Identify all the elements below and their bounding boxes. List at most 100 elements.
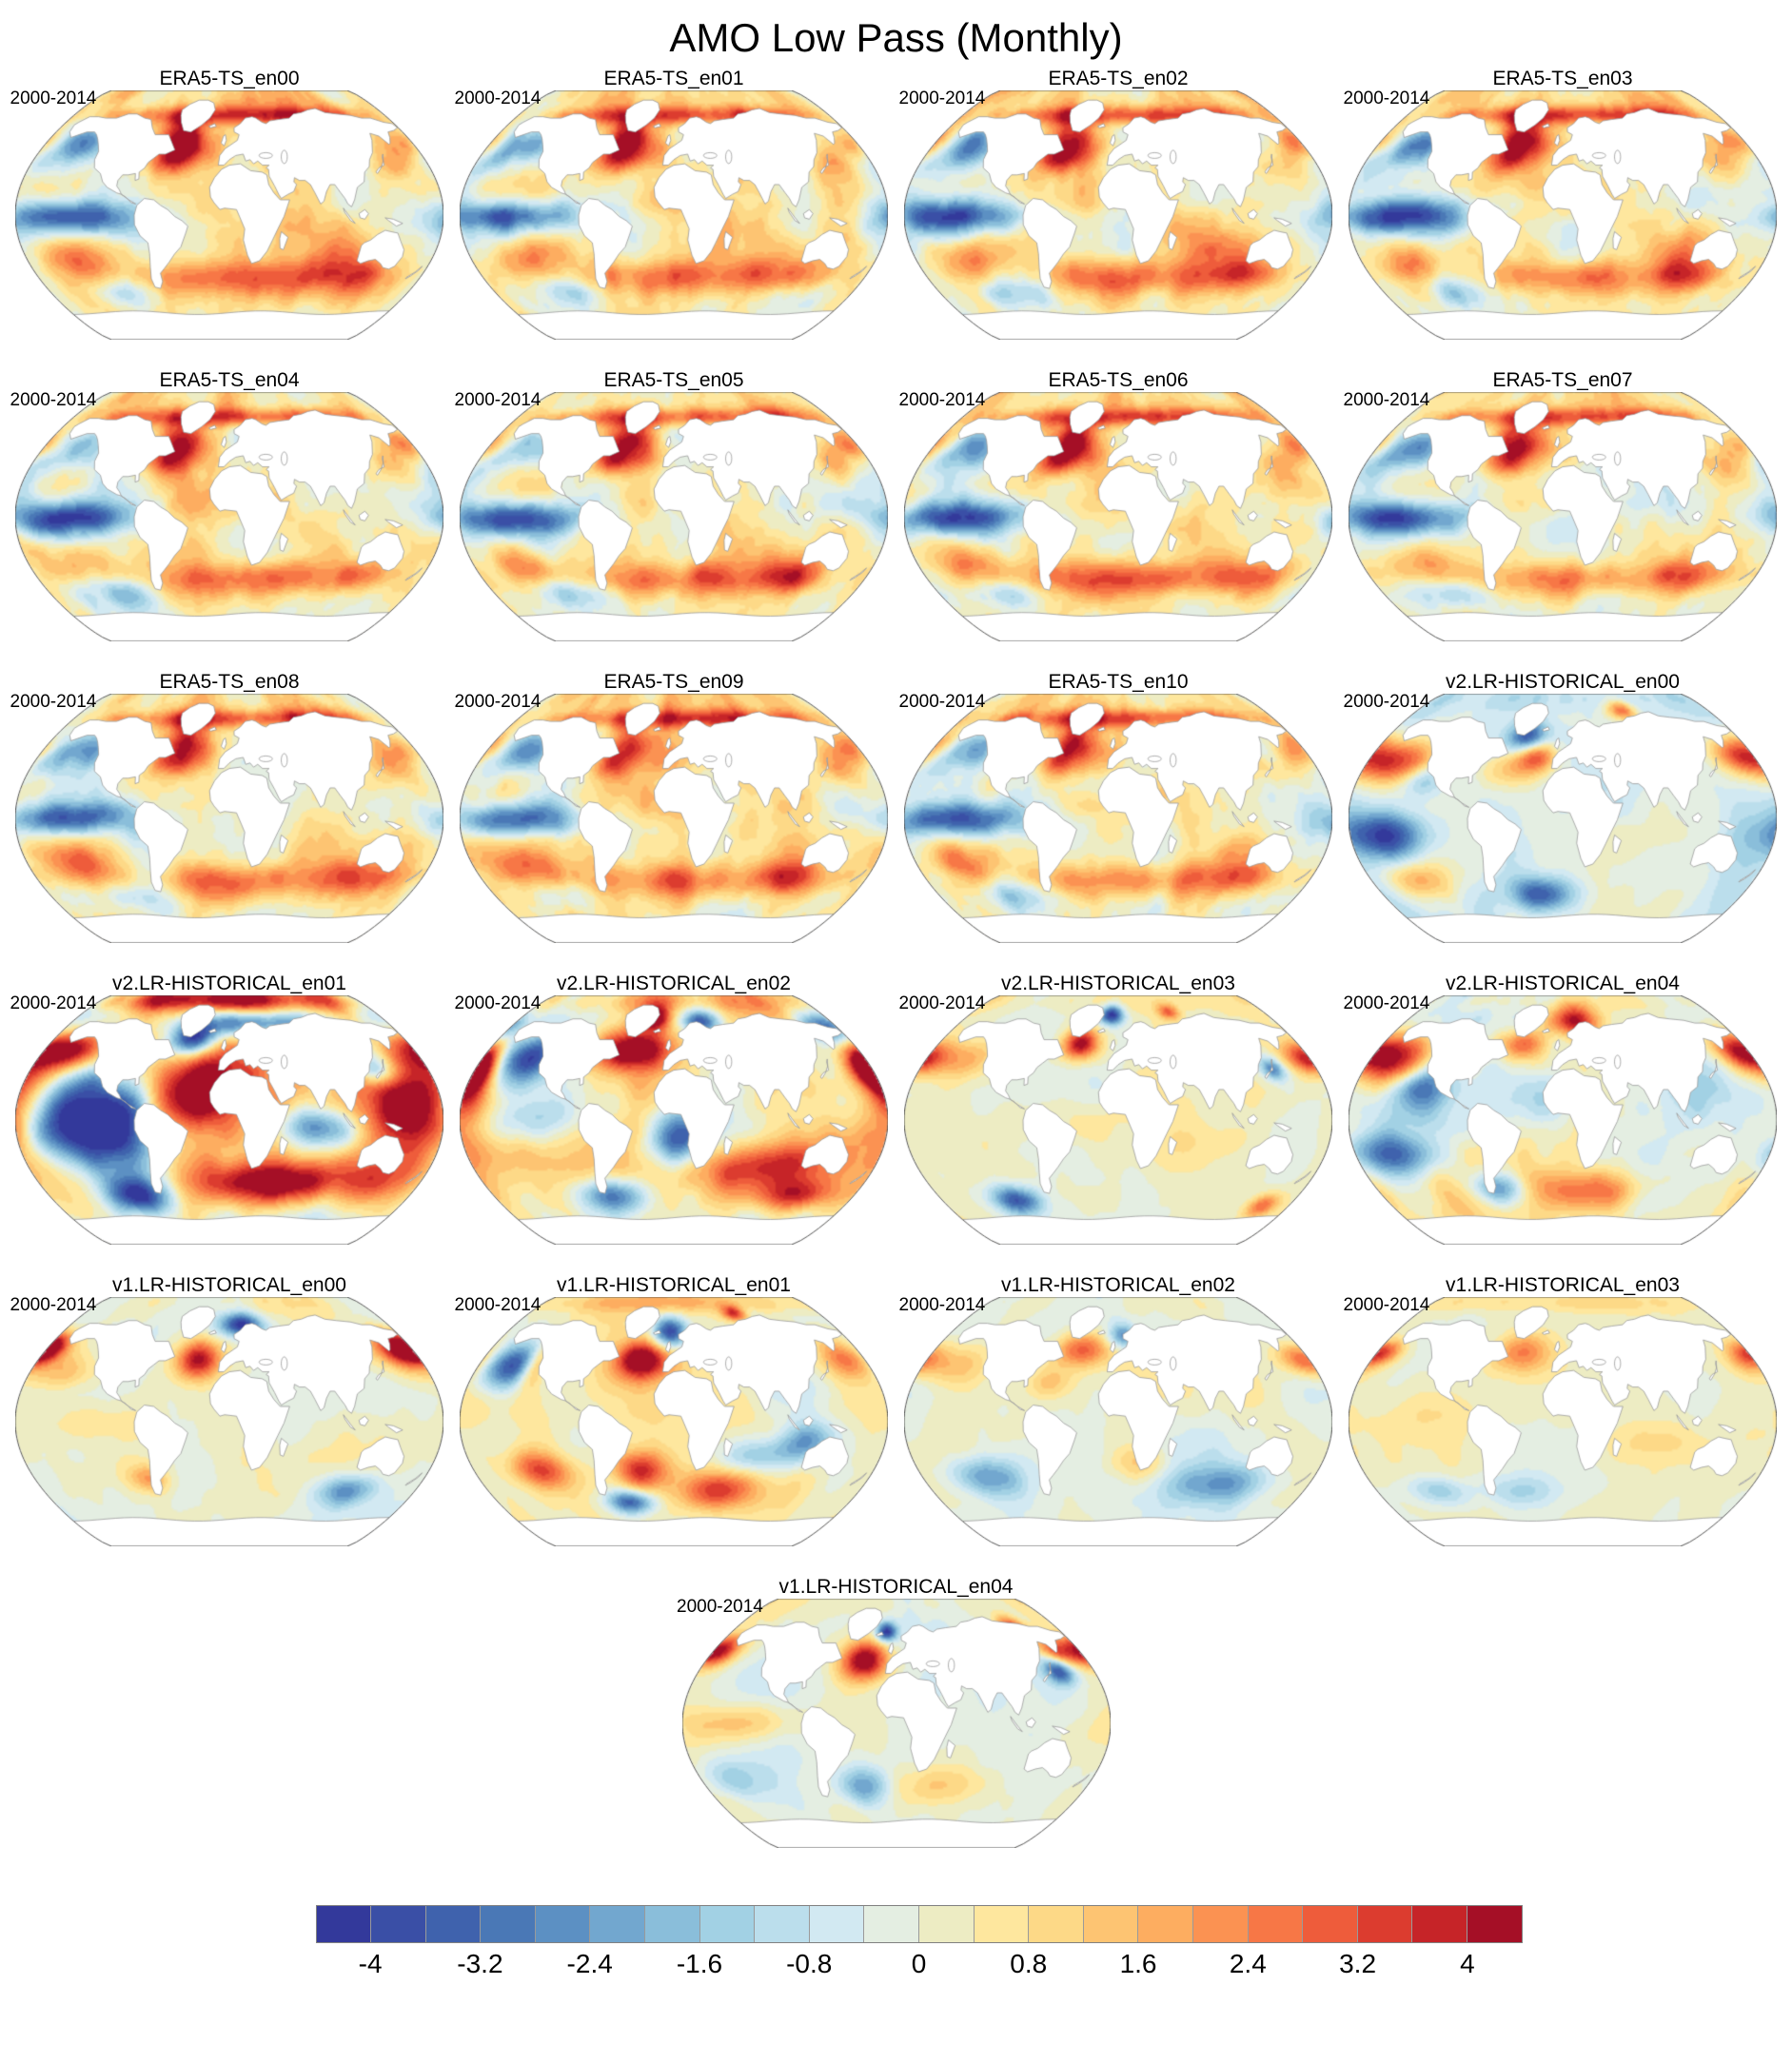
map-canvas [460, 694, 888, 943]
colorbar-segment [1192, 1906, 1248, 1942]
colorbar-tick-label: -2.4 [566, 1949, 613, 1978]
map-panel: v2.LR-HISTORICAL_en03 2000-2014 [896, 972, 1341, 1273]
colorbar-tick-label: 4 [1460, 1949, 1475, 1978]
map-panel: ERA5-TS_en09 2000-2014 [452, 670, 896, 972]
map-canvas [904, 995, 1332, 1245]
panel-title: ERA5-TS_en06 [1048, 369, 1189, 391]
colorbar-segment [534, 1906, 590, 1942]
colorbar-tick-labels: -4 -3.2 -2.4 -1.6 -0.8 0 0.8 1.6 2.4 3.2 4 [316, 1943, 1523, 1985]
panel-title: ERA5-TS_en04 [159, 369, 300, 391]
panel-title: ERA5-TS_en00 [159, 68, 300, 89]
colorbar-segment [480, 1906, 535, 1942]
panel-title: ERA5-TS_en08 [159, 671, 300, 693]
colorbar-segment [424, 1906, 481, 1942]
colorbar-segment [863, 1906, 919, 1942]
colorbar-tick-label: -0.8 [786, 1949, 833, 1978]
panel-title: v1.LR-HISTORICAL_en02 [1001, 1274, 1235, 1296]
panel-period-label: 2000-2014 [454, 1295, 542, 1315]
colorbar-segment [1466, 1906, 1522, 1942]
panel-title: v1.LR-HISTORICAL_en03 [1446, 1274, 1680, 1296]
colorbar-tick-label: 1.6 [1119, 1949, 1157, 1978]
map-canvas [904, 1297, 1332, 1546]
map-panel-grid: ERA5-TS_en00 2000-2014 ERA5-TS_en01 2000-20… [4, 67, 1789, 1877]
colorbar-segment [808, 1906, 864, 1942]
map-canvas [904, 392, 1332, 641]
map-canvas [681, 1599, 1111, 1848]
panel-period-label: 2000-2014 [10, 390, 97, 410]
map-canvas [460, 995, 888, 1245]
map-panel: ERA5-TS_en05 2000-2014 [452, 368, 896, 670]
map-canvas [1349, 392, 1777, 641]
colorbar-tick-label: 2.4 [1229, 1949, 1267, 1978]
map-panel: v1.LR-HISTORICAL_en04 2000-2014 [674, 1575, 1118, 1877]
panel-period-label: 2000-2014 [677, 1597, 763, 1617]
panel-title: ERA5-TS_en10 [1048, 671, 1189, 693]
map-canvas [460, 392, 888, 641]
panel-title: v1.LR-HISTORICAL_en04 [778, 1576, 1014, 1598]
panel-period-label: 2000-2014 [454, 993, 542, 1013]
panel-title: ERA5-TS_en07 [1492, 369, 1633, 391]
colorbar-segment [1247, 1906, 1303, 1942]
map-panel: v2.LR-HISTORICAL_en02 2000-2014 [452, 972, 896, 1273]
panel-period-label: 2000-2014 [1343, 692, 1430, 712]
colorbar-tick-label: 0 [911, 1949, 927, 1978]
map-canvas [15, 694, 443, 943]
colorbar-segment [1302, 1906, 1357, 1942]
colorbar-segment [589, 1906, 645, 1942]
map-panel: ERA5-TS_en10 2000-2014 [896, 670, 1341, 972]
map-panel: v2.LR-HISTORICAL_en01 2000-2014 [8, 972, 452, 1273]
panel-title: ERA5-TS_en01 [603, 68, 744, 89]
map-panel: ERA5-TS_en07 2000-2014 [1341, 368, 1785, 670]
map-panel: v1.LR-HISTORICAL_en01 2000-2014 [452, 1273, 896, 1575]
panel-period-label: 2000-2014 [10, 88, 97, 108]
panel-title: v2.LR-HISTORICAL_en02 [557, 973, 791, 994]
panel-title: v1.LR-HISTORICAL_en00 [112, 1274, 346, 1296]
map-canvas [1349, 90, 1777, 340]
panel-period-label: 2000-2014 [454, 692, 542, 712]
colorbar-tick-label: 0.8 [1010, 1949, 1048, 1978]
map-panel: v1.LR-HISTORICAL_en03 2000-2014 [1341, 1273, 1785, 1575]
map-panel: ERA5-TS_en02 2000-2014 [896, 67, 1341, 368]
map-panel: ERA5-TS_en00 2000-2014 [8, 67, 452, 368]
colorbar: -4 -3.2 -2.4 -1.6 -0.8 0 0.8 1.6 2.4 3.2 4 [315, 1905, 1523, 1985]
map-panel: v2.LR-HISTORICAL_en04 2000-2014 [1341, 972, 1785, 1273]
map-canvas [15, 90, 443, 340]
panel-title: v2.LR-HISTORICAL_en04 [1446, 973, 1680, 994]
colorbar-tick-label: 3.2 [1339, 1949, 1377, 1978]
map-canvas [15, 1297, 443, 1546]
map-canvas [15, 392, 443, 641]
panel-title: ERA5-TS_en02 [1048, 68, 1189, 89]
map-canvas [904, 694, 1332, 943]
panel-period-label: 2000-2014 [10, 692, 97, 712]
map-panel: v1.LR-HISTORICAL_en00 2000-2014 [8, 1273, 452, 1575]
panel-period-label: 2000-2014 [898, 1295, 986, 1315]
figure-title: AMO Low Pass (Monthly) [669, 15, 1123, 60]
map-panel: ERA5-TS_en08 2000-2014 [8, 670, 452, 972]
colorbar-segment [699, 1906, 755, 1942]
colorbar-tick-label: -3.2 [457, 1949, 503, 1978]
map-panel: v2.LR-HISTORICAL_en00 2000-2014 [1341, 670, 1785, 972]
colorbar-strip [315, 1905, 1523, 1943]
panel-period-label: 2000-2014 [454, 88, 542, 108]
panel-period-label: 2000-2014 [898, 993, 986, 1013]
map-canvas [1349, 694, 1777, 943]
panel-title: v2.LR-HISTORICAL_en00 [1446, 671, 1680, 693]
panel-title: v2.LR-HISTORICAL_en01 [112, 973, 346, 994]
colorbar-segment [370, 1906, 425, 1942]
map-panel: ERA5-TS_en06 2000-2014 [896, 368, 1341, 670]
panel-title: v1.LR-HISTORICAL_en01 [557, 1274, 791, 1296]
panel-period-label: 2000-2014 [898, 390, 986, 410]
colorbar-segment [973, 1906, 1029, 1942]
panel-period-label: 2000-2014 [1343, 1295, 1430, 1315]
colorbar-segment [1356, 1906, 1412, 1942]
panel-title: ERA5-TS_en09 [603, 671, 744, 693]
map-canvas [1349, 995, 1777, 1245]
panel-period-label: 2000-2014 [454, 390, 542, 410]
colorbar-segment [1411, 1906, 1467, 1942]
panel-period-label: 2000-2014 [898, 88, 986, 108]
panel-period-label: 2000-2014 [1343, 88, 1430, 108]
colorbar-tick-label: -1.6 [676, 1949, 723, 1978]
panel-title: v2.LR-HISTORICAL_en03 [1001, 973, 1235, 994]
map-panel: ERA5-TS_en03 2000-2014 [1341, 67, 1785, 368]
colorbar-segment [1137, 1906, 1192, 1942]
